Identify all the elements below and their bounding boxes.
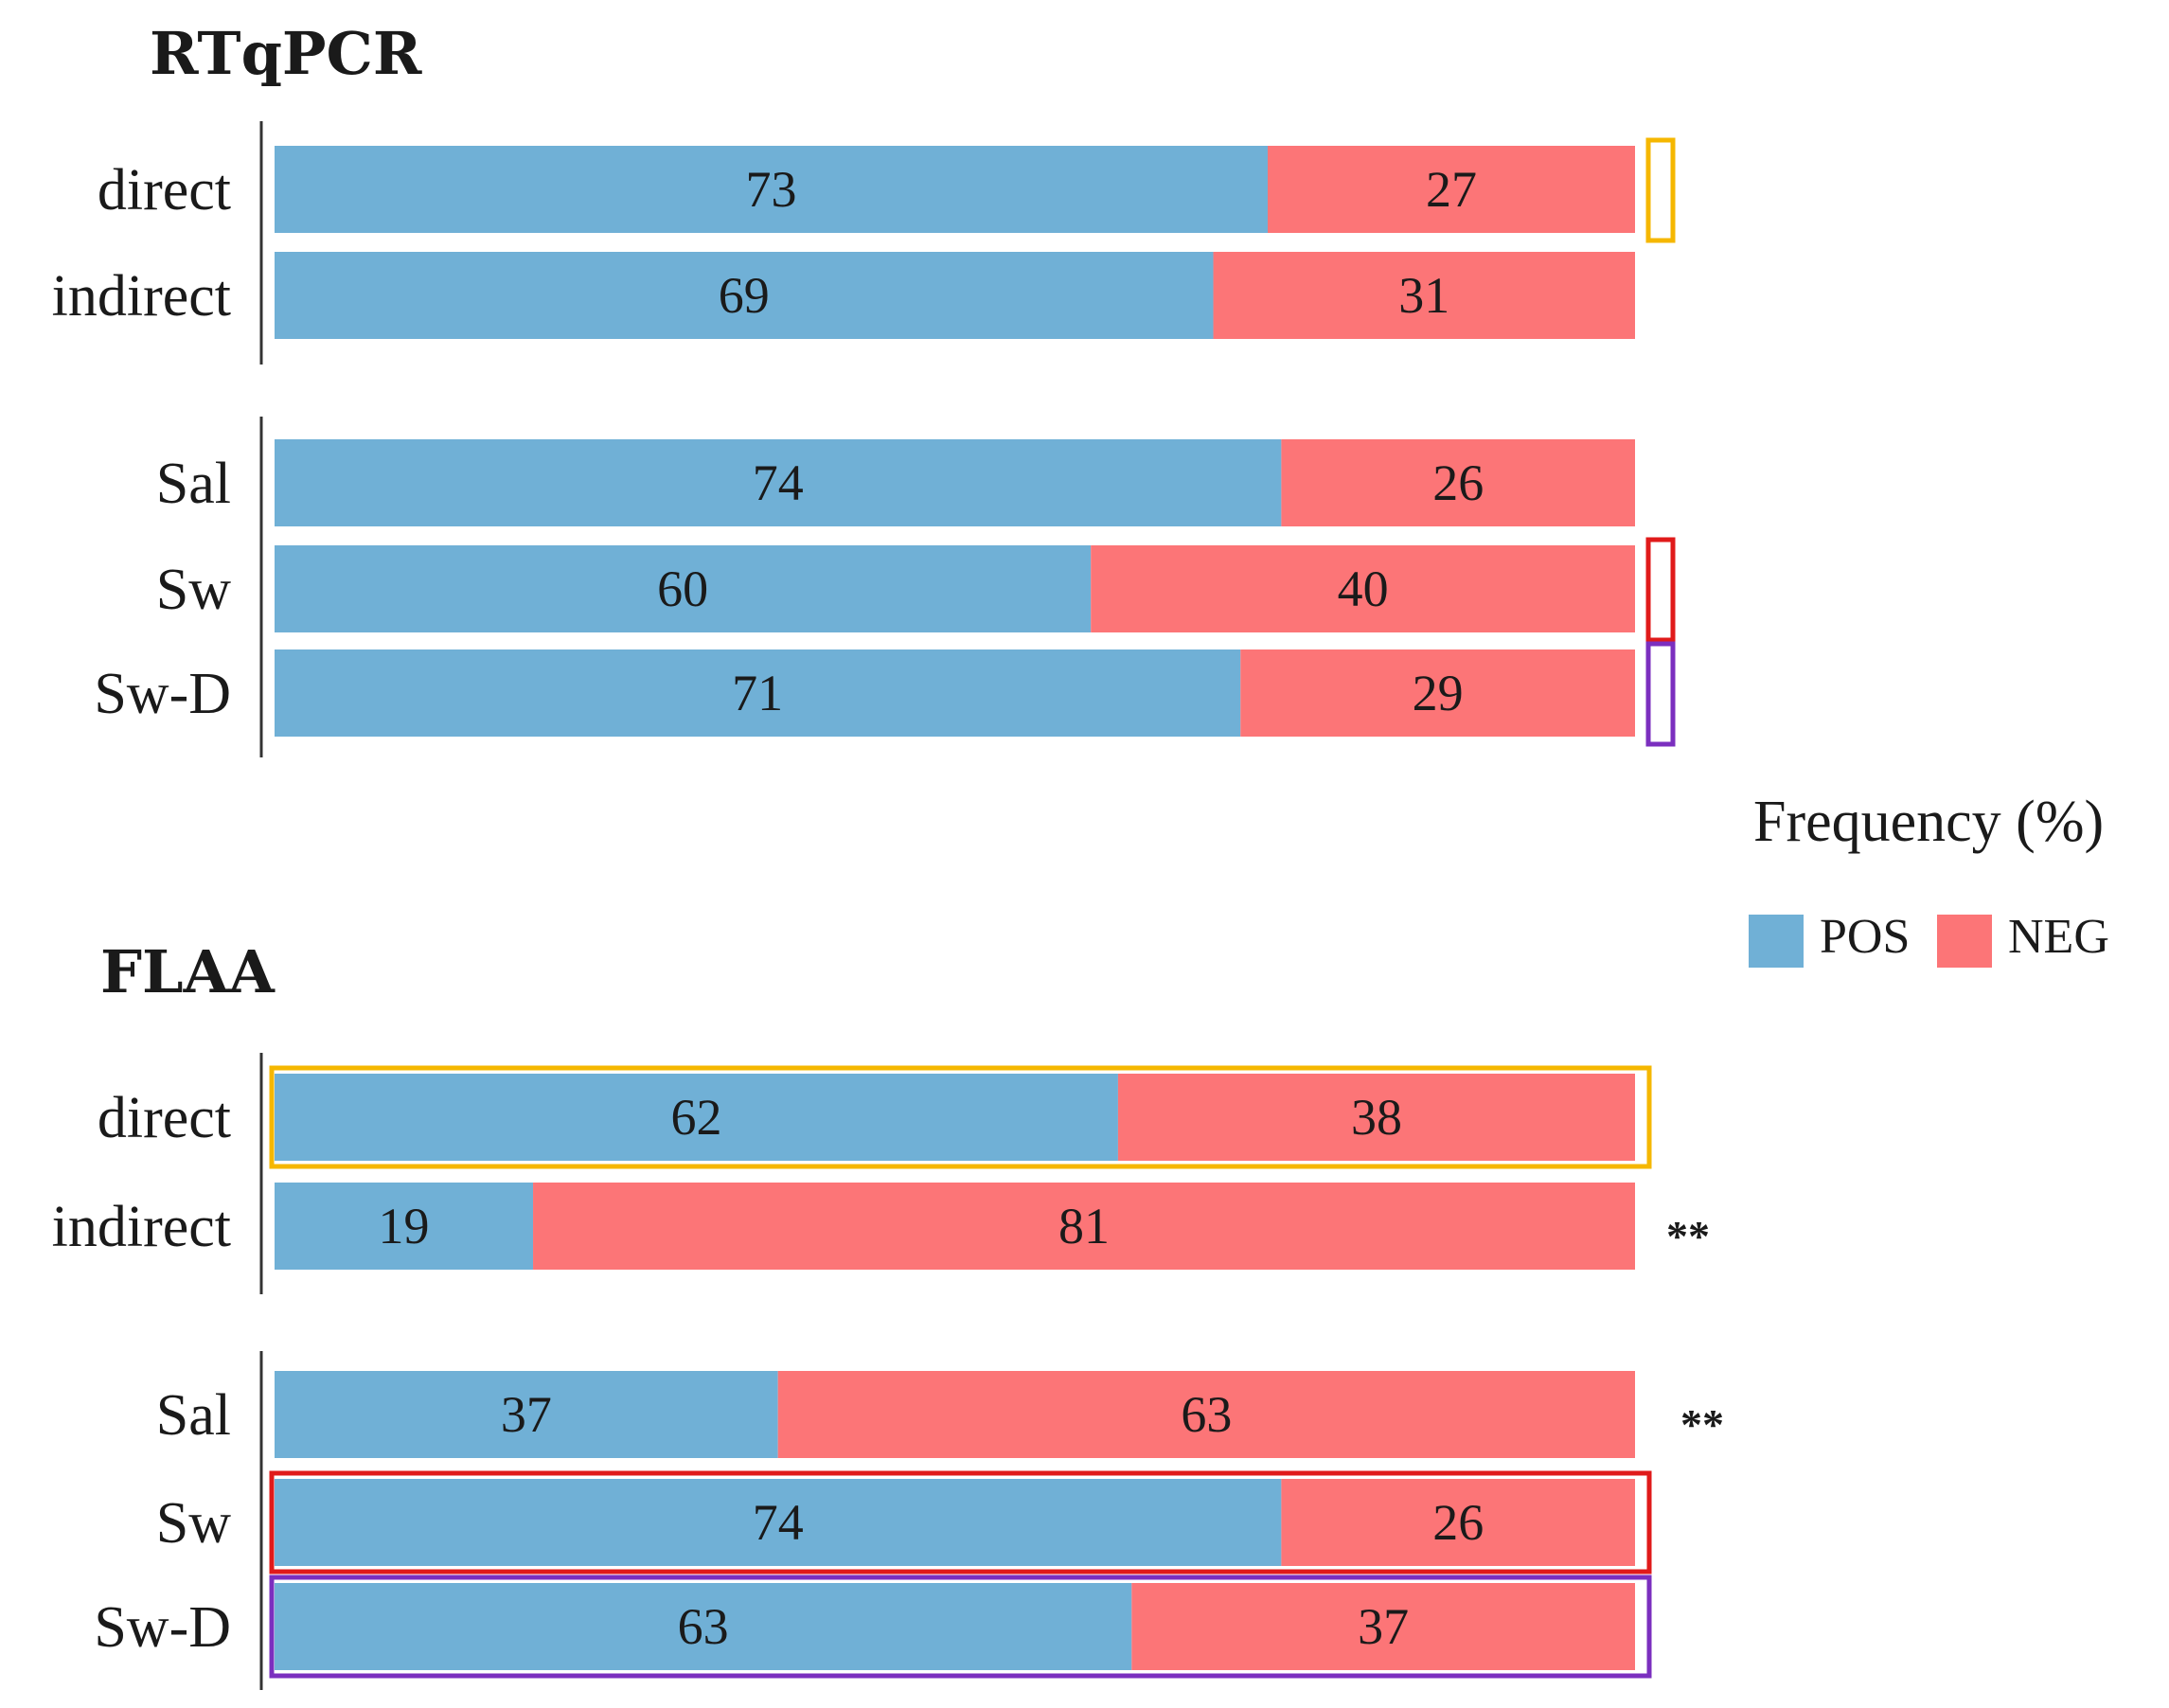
value-label-pos-flaa-sw-d: 63 [678, 1598, 729, 1655]
category-label-flaa-indirect: indirect [52, 1195, 231, 1259]
highlight-outline-flaa-direct [269, 1065, 1652, 1169]
value-label-pos-rtqpcr-sw: 60 [657, 560, 708, 617]
bars-layer: direct 73 27 indirect 69 31 Sal 74 26 Sw 60 40 Sw-D 7… [52, 137, 1724, 1679]
bar-pos-rtqpcr-sw [275, 545, 1092, 632]
category-label-flaa-direct: direct [98, 1086, 231, 1150]
value-label-neg-flaa-sw-d: 37 [1358, 1598, 1409, 1655]
value-label-pos-rtqpcr-direct: 73 [746, 161, 797, 218]
legend-swatch-pos [1749, 915, 1804, 968]
panel-title-flaa: FLAA [100, 937, 276, 1006]
bar-pos-flaa-sw [275, 1479, 1282, 1566]
legend-swatch-neg [1937, 915, 1992, 968]
bar-pos-flaa-direct [275, 1074, 1118, 1161]
bar-neg-flaa-indirect [533, 1183, 1635, 1270]
bar-pos-rtqpcr-indirect [275, 252, 1214, 339]
category-label-flaa-sw-d: Sw-D [94, 1595, 231, 1660]
value-label-neg-flaa-sal: 63 [1181, 1386, 1232, 1443]
value-label-neg-rtqpcr-sw: 40 [1338, 560, 1389, 617]
category-label-rtqpcr-sw-d: Sw-D [94, 662, 231, 726]
bar-neg-rtqpcr-sw-d [1240, 649, 1635, 737]
bar-pos-flaa-indirect [275, 1183, 534, 1270]
legend-label-neg: NEG [2008, 910, 2109, 964]
value-label-pos-flaa-indirect: 19 [379, 1198, 430, 1254]
value-label-neg-flaa-sw: 26 [1432, 1494, 1484, 1551]
bar-pos-rtqpcr-sw-d [275, 649, 1241, 737]
bar-pos-flaa-sw-d [275, 1583, 1132, 1670]
category-label-rtqpcr-sal: Sal [156, 452, 231, 516]
highlight-outline-flaa-sw [269, 1470, 1652, 1575]
value-label-pos-rtqpcr-sal: 74 [753, 454, 804, 511]
category-label-rtqpcr-sw: Sw [156, 558, 231, 622]
bar-pos-flaa-sal [275, 1371, 778, 1458]
value-label-pos-flaa-direct: 62 [670, 1089, 721, 1146]
bar-neg-rtqpcr-sw [1091, 545, 1635, 632]
bar-neg-flaa-sw [1281, 1479, 1635, 1566]
bar-neg-flaa-sw-d [1131, 1583, 1635, 1670]
legend-title: Frequency (%) [1753, 790, 2104, 854]
panel-title-rtqpcr: RTqPCR [150, 19, 422, 88]
highlight-outline-flaa-sw-d [269, 1575, 1652, 1679]
bar-neg-flaa-direct [1117, 1074, 1635, 1161]
value-label-pos-flaa-sw: 74 [753, 1494, 804, 1551]
legend: Frequency (%) POS NEG [1749, 790, 2109, 968]
category-label-rtqpcr-indirect: indirect [52, 264, 231, 329]
category-label-rtqpcr-direct: direct [98, 158, 231, 222]
value-label-neg-rtqpcr-sw-d: 29 [1413, 665, 1464, 721]
value-label-neg-rtqpcr-direct: 27 [1426, 161, 1477, 218]
highlight-marker-rtqpcr-sw-d [1645, 641, 1676, 747]
bar-neg-rtqpcr-indirect [1213, 252, 1635, 339]
value-label-neg-rtqpcr-sal: 26 [1432, 454, 1484, 511]
value-label-pos-rtqpcr-sw-d: 71 [732, 665, 783, 721]
value-label-neg-flaa-indirect: 81 [1058, 1198, 1110, 1254]
value-label-pos-rtqpcr-indirect: 69 [719, 267, 770, 324]
highlight-marker-rtqpcr-direct [1645, 137, 1676, 243]
value-label-neg-flaa-direct: 38 [1351, 1089, 1402, 1146]
bar-neg-rtqpcr-sal [1281, 439, 1635, 526]
legend-label-pos: POS [1820, 910, 1910, 964]
bar-neg-rtqpcr-direct [1268, 146, 1635, 233]
significance-marker-flaa-indirect: ** [1666, 1212, 1710, 1260]
value-label-pos-flaa-sal: 37 [501, 1386, 552, 1443]
significance-marker-flaa-sal: ** [1680, 1400, 1724, 1449]
category-label-flaa-sal: Sal [156, 1383, 231, 1448]
bar-pos-rtqpcr-sal [275, 439, 1282, 526]
category-label-flaa-sw: Sw [156, 1491, 231, 1556]
bar-neg-flaa-sal [777, 1371, 1635, 1458]
highlight-marker-rtqpcr-sw [1645, 537, 1676, 643]
bar-pos-rtqpcr-direct [275, 146, 1269, 233]
value-label-neg-rtqpcr-indirect: 31 [1398, 267, 1449, 324]
